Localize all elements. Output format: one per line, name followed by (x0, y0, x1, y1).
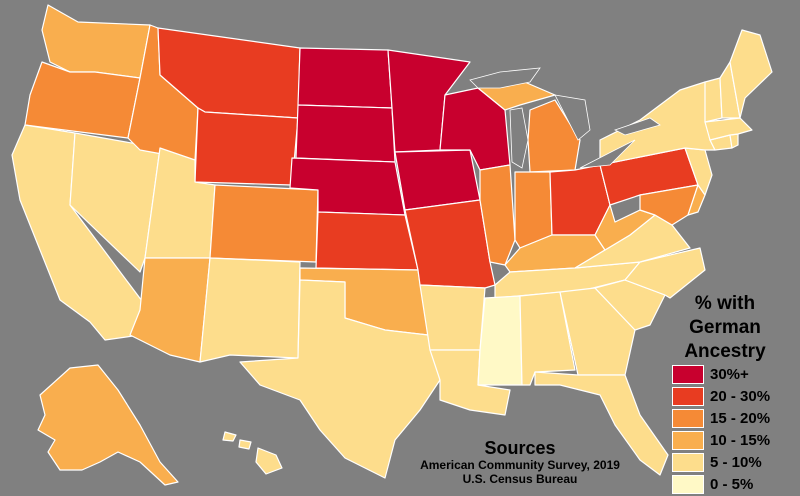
legend-swatch (672, 475, 704, 494)
lake-ontario (613, 117, 661, 136)
state-colorado (209, 184, 319, 263)
state-maine (729, 29, 773, 119)
legend-label: 30%+ (710, 366, 749, 383)
state-south-dakota (295, 104, 396, 163)
legend: 30%+ 20 - 30% 15 - 20% 10 - 15% 5 - 10% … (672, 364, 770, 496)
lake-michigan (509, 107, 529, 169)
legend-item: 15 - 20% (672, 408, 770, 429)
sources-line: American Community Survey, 2019 (420, 458, 620, 472)
sources-block: Sources American Community Survey, 2019 … (385, 438, 655, 486)
lake-huron (554, 94, 591, 141)
legend-swatch (672, 365, 704, 384)
state-wyoming (194, 107, 299, 186)
state-indiana (514, 171, 553, 249)
lake-erie (579, 139, 636, 169)
state-hawaii (222, 431, 237, 442)
state-washington (41, 4, 151, 79)
state-arkansas (419, 284, 486, 351)
state-arizona (129, 257, 211, 363)
state-missouri (404, 199, 496, 289)
state-hawaii-oahu (238, 439, 252, 450)
lake-superior (469, 67, 541, 89)
state-south-carolina (594, 279, 666, 331)
legend-item: 0 - 5% (672, 474, 770, 495)
legend-swatch (672, 453, 704, 472)
sources-title: Sources (484, 438, 556, 458)
state-new-mexico (199, 257, 301, 363)
legend-item: 5 - 10% (672, 452, 770, 473)
legend-item: 20 - 30% (672, 386, 770, 407)
state-hawaii-island (255, 447, 283, 475)
legend-label: 0 - 5% (710, 476, 754, 493)
legend-title: % with German Ancestry (650, 292, 800, 364)
legend-item: 10 - 15% (672, 430, 770, 451)
state-kansas (315, 211, 419, 271)
legend-label: 5 - 10% (710, 454, 762, 471)
state-texas (239, 279, 441, 479)
state-alaska (37, 364, 179, 486)
legend-title-line: German (689, 317, 761, 338)
legend-swatch (672, 431, 704, 450)
legend-label: 20 - 30% (710, 388, 771, 405)
state-georgia (559, 287, 636, 376)
legend-title-line: Ancestry (684, 341, 766, 362)
legend-item: 30%+ (672, 364, 770, 385)
state-florida (534, 371, 669, 476)
state-vermont (704, 77, 723, 123)
legend-swatch (672, 387, 704, 406)
state-iowa (394, 149, 481, 211)
sources-line: U.S. Census Bureau (462, 472, 578, 486)
legend-label: 15 - 20% (710, 410, 771, 427)
state-north-dakota (297, 47, 393, 109)
state-rhode-island (729, 133, 739, 149)
legend-label: 10 - 15% (710, 432, 771, 449)
legend-swatch (672, 409, 704, 428)
state-mississippi (477, 295, 523, 386)
legend-title-line: % with (694, 293, 756, 314)
